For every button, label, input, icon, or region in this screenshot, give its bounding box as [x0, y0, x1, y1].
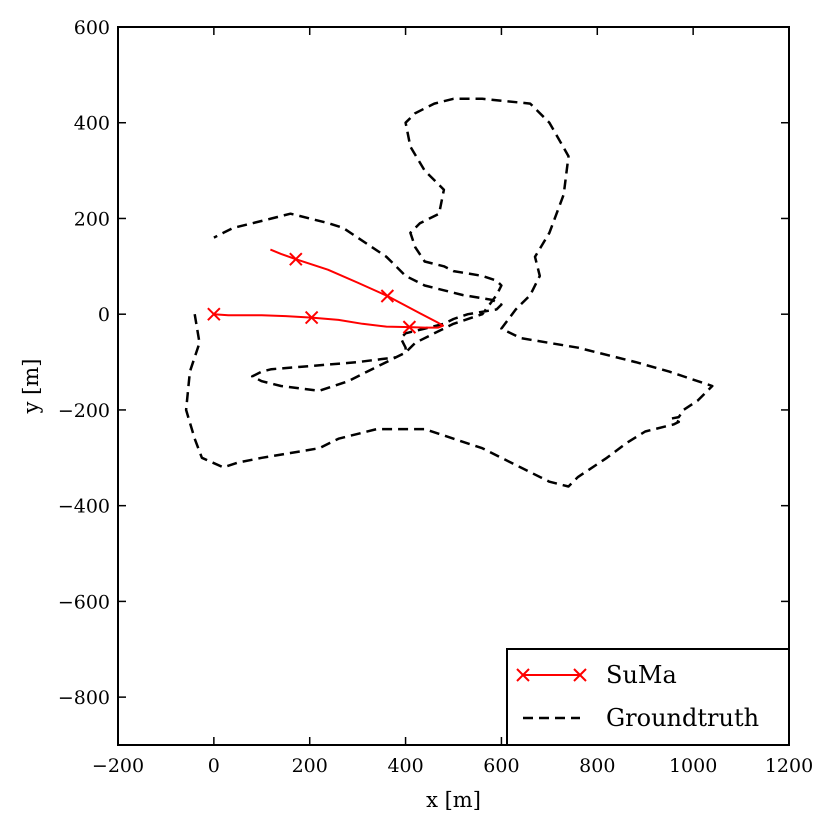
plot-frame: [117, 26, 790, 746]
y-tick-label-200: 200: [74, 208, 110, 230]
series-suma-marker-4: [380, 289, 395, 303]
x-tick-label-400: 400: [387, 755, 423, 777]
series-suma-marker-3: [402, 320, 417, 334]
x-tick-label-1000: 1000: [669, 755, 717, 777]
y-tick-label-600: 600: [74, 17, 110, 39]
series-suma-marker-2: [304, 310, 319, 325]
legend-groundtruth-label: Groundtruth: [606, 704, 759, 732]
plot-content: [184, 97, 714, 488]
x-tick-label-200: 200: [292, 755, 328, 777]
x-tick-label-0: 0: [208, 755, 220, 777]
y-tick-label--600: −600: [58, 591, 110, 613]
y-axis-label: y [m]: [19, 359, 43, 415]
y-tick-label--200: −200: [58, 400, 110, 422]
series-area: [184, 97, 714, 488]
legend: SuMa Groundtruth: [506, 648, 790, 746]
y-tick-label--800: −800: [58, 687, 110, 709]
y-tick-label-0: 0: [98, 304, 110, 326]
x-axis-label: x [m]: [426, 788, 481, 812]
legend-suma-marker-1: [516, 668, 530, 682]
legend-suma-marker-2: [573, 668, 587, 682]
series-groundtruth-line: [184, 97, 714, 488]
x-tick-label-600: 600: [483, 755, 519, 777]
x-tick-label-1200: 1200: [765, 755, 813, 777]
tick-labels: −200 0 200 400 600 800 1000 1200 600 400 200 0 −200 −…: [58, 17, 813, 777]
legend-suma-label: SuMa: [606, 661, 677, 689]
series-suma-marker-1: [207, 307, 221, 321]
y-tick-label--400: −400: [58, 496, 110, 518]
series-suma-marker-5: [289, 252, 303, 266]
series-suma-line: [213, 248, 444, 329]
x-tick-label-800: 800: [579, 755, 615, 777]
legend-box: [506, 648, 790, 746]
x-tick-label--200: −200: [92, 755, 144, 777]
y-tick-label-400: 400: [74, 113, 110, 135]
